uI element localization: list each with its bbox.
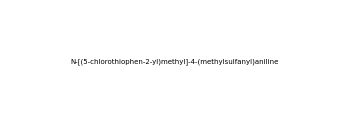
Text: N-[(5-chlorothiophen-2-yl)methyl]-4-(methylsulfanyl)aniline: N-[(5-chlorothiophen-2-yl)methyl]-4-(met… <box>71 59 279 65</box>
